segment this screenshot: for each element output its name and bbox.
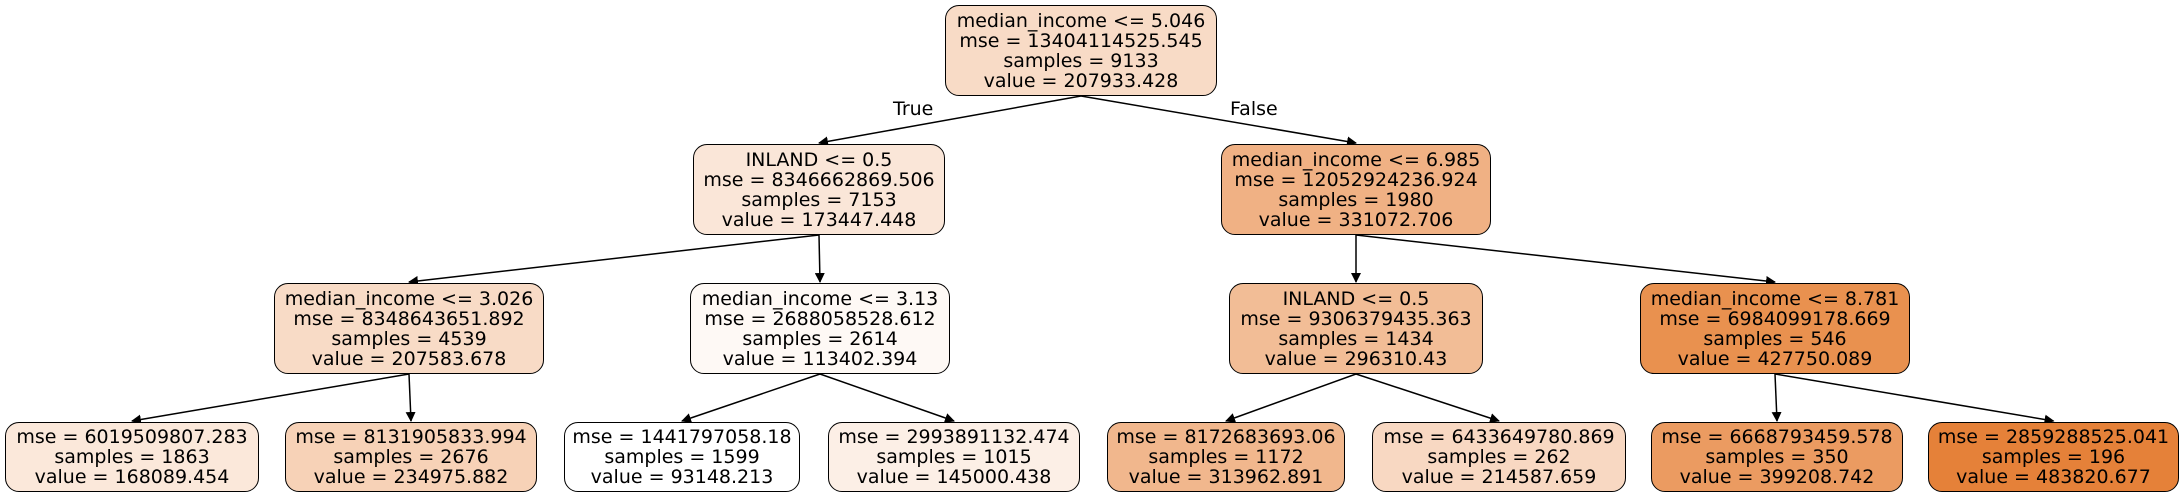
node-text-line: value = 313962.891 bbox=[1128, 466, 1324, 488]
node-text-line: INLAND <= 0.5 bbox=[745, 148, 893, 171]
node-text-line: value = 113402.394 bbox=[722, 347, 918, 370]
node-text-line: median_income <= 5.046 bbox=[956, 9, 1206, 32]
node-text-line: mse = 2859288525.041 bbox=[1937, 426, 2170, 448]
tree-node-0: median_income <= 5.046 mse = 13404114525.… bbox=[945, 5, 1217, 96]
tree-edge-6-13 bbox=[1771, 373, 1782, 422]
edge-label-false: False bbox=[1230, 98, 1278, 120]
node-text-line: samples = 1172 bbox=[1148, 446, 1304, 468]
node-text-line: samples = 4539 bbox=[331, 327, 487, 350]
node-text-line: mse = 8348643651.892 bbox=[293, 307, 525, 330]
tree-edge-5-12 bbox=[1355, 373, 1500, 423]
tree-node-5: INLAND <= 0.5 mse = 9306379435.363 samples… bbox=[1229, 283, 1483, 374]
node-text-line: value = 168089.454 bbox=[34, 466, 230, 488]
node-text-line: samples = 1863 bbox=[54, 446, 210, 468]
tree-node-8: mse = 8131905833.994 samples = 2676 value … bbox=[285, 422, 537, 492]
tree-node-4: median_income <= 3.13 mse = 2688058528.61… bbox=[690, 283, 950, 374]
tree-node-2: median_income <= 6.985 mse = 12052924236.… bbox=[1221, 144, 1491, 235]
tree-node-6: median_income <= 8.781 mse = 6984099178.6… bbox=[1640, 283, 1910, 374]
node-text-line: mse = 6984099178.669 bbox=[1659, 307, 1891, 330]
node-text-line: samples = 350 bbox=[1705, 446, 1849, 468]
tree-edge-0-2 bbox=[1080, 95, 1357, 147]
node-text-line: samples = 7153 bbox=[741, 188, 897, 211]
node-text-line: value = 93148.213 bbox=[590, 466, 774, 488]
node-text-line: INLAND <= 0.5 bbox=[1282, 287, 1430, 310]
node-text-line: value = 399208.742 bbox=[1679, 466, 1875, 488]
node-text-line: mse = 8172683693.06 bbox=[1116, 426, 1336, 448]
node-text-line: value = 331072.706 bbox=[1258, 208, 1454, 231]
node-text-line: mse = 6433649780.869 bbox=[1383, 426, 1615, 448]
node-text-line: mse = 1441797058.18 bbox=[572, 426, 792, 448]
node-text-line: mse = 2688058528.612 bbox=[704, 307, 936, 330]
node-text-line: value = 234975.882 bbox=[313, 466, 509, 488]
node-text-line: mse = 12052924236.924 bbox=[1234, 168, 1478, 191]
node-text-line: value = 207583.678 bbox=[311, 347, 507, 370]
node-text-line: samples = 1980 bbox=[1278, 188, 1434, 211]
node-text-line: samples = 262 bbox=[1427, 446, 1571, 468]
node-text-line: samples = 2676 bbox=[333, 446, 489, 468]
tree-node-10: mse = 2993891132.474 samples = 1015 value … bbox=[828, 422, 1080, 492]
node-text-line: samples = 1434 bbox=[1278, 327, 1434, 350]
node-text-line: mse = 9306379435.363 bbox=[1240, 307, 1472, 330]
tree-edge-4-9 bbox=[681, 373, 821, 423]
node-text-line: samples = 1015 bbox=[876, 446, 1032, 468]
edge-label-true: True bbox=[893, 98, 934, 120]
node-text-line: mse = 6668793459.578 bbox=[1661, 426, 1893, 448]
tree-edge-3-8 bbox=[405, 373, 416, 422]
tree-edge-1-4 bbox=[814, 234, 825, 283]
node-text-line: median_income <= 6.985 bbox=[1231, 148, 1481, 171]
node-text-line: value = 214587.659 bbox=[1401, 466, 1597, 488]
node-text-line: median_income <= 3.026 bbox=[284, 287, 534, 310]
node-text-line: samples = 2614 bbox=[742, 327, 898, 350]
tree-node-3: median_income <= 3.026 mse = 8348643651.8… bbox=[274, 283, 544, 374]
node-text-line: value = 145000.438 bbox=[856, 466, 1052, 488]
tree-node-7: mse = 6019509807.283 samples = 1863 value … bbox=[5, 422, 259, 492]
tree-edge-1-3 bbox=[408, 234, 820, 286]
tree-edge-3-7 bbox=[131, 373, 410, 425]
node-text-line: median_income <= 8.781 bbox=[1650, 287, 1900, 310]
node-text-line: value = 427750.089 bbox=[1677, 347, 1873, 370]
node-text-line: mse = 2993891132.474 bbox=[838, 426, 1070, 448]
tree-node-14: mse = 2859288525.041 samples = 196 value =… bbox=[1928, 422, 2179, 492]
node-text-line: value = 207933.428 bbox=[983, 69, 1179, 92]
tree-node-9: mse = 1441797058.18 samples = 1599 value =… bbox=[564, 422, 800, 492]
node-text-line: samples = 546 bbox=[1703, 327, 1847, 350]
node-text-line: samples = 1599 bbox=[604, 446, 760, 468]
node-text-line: median_income <= 3.13 bbox=[701, 287, 939, 310]
node-text-line: value = 173447.448 bbox=[721, 208, 917, 231]
node-text-line: mse = 8346662869.506 bbox=[703, 168, 935, 191]
tree-edge-0-1 bbox=[818, 95, 1082, 147]
node-text-line: value = 296310.43 bbox=[1264, 347, 1448, 370]
node-text-line: mse = 13404114525.545 bbox=[959, 29, 1203, 52]
tree-node-11: mse = 8172683693.06 samples = 1172 value =… bbox=[1107, 422, 1345, 492]
tree-node-12: mse = 6433649780.869 samples = 262 value =… bbox=[1372, 422, 1626, 492]
tree-edge-2-6 bbox=[1355, 234, 1776, 286]
node-text-line: samples = 196 bbox=[1981, 446, 2126, 468]
node-text-line: value = 483820.677 bbox=[1956, 466, 2151, 488]
tree-node-1: INLAND <= 0.5 mse = 8346662869.506 samples… bbox=[693, 144, 945, 235]
node-text-line: samples = 9133 bbox=[1003, 49, 1159, 72]
tree-node-13: mse = 6668793459.578 samples = 350 value =… bbox=[1651, 422, 1903, 492]
node-text-line: mse = 6019509807.283 bbox=[16, 426, 248, 448]
node-text-line: mse = 8131905833.994 bbox=[295, 426, 527, 448]
tree-edge-6-14 bbox=[1774, 373, 2055, 425]
tree-edge-4-10 bbox=[819, 373, 955, 423]
tree-edge-5-11 bbox=[1225, 373, 1357, 423]
